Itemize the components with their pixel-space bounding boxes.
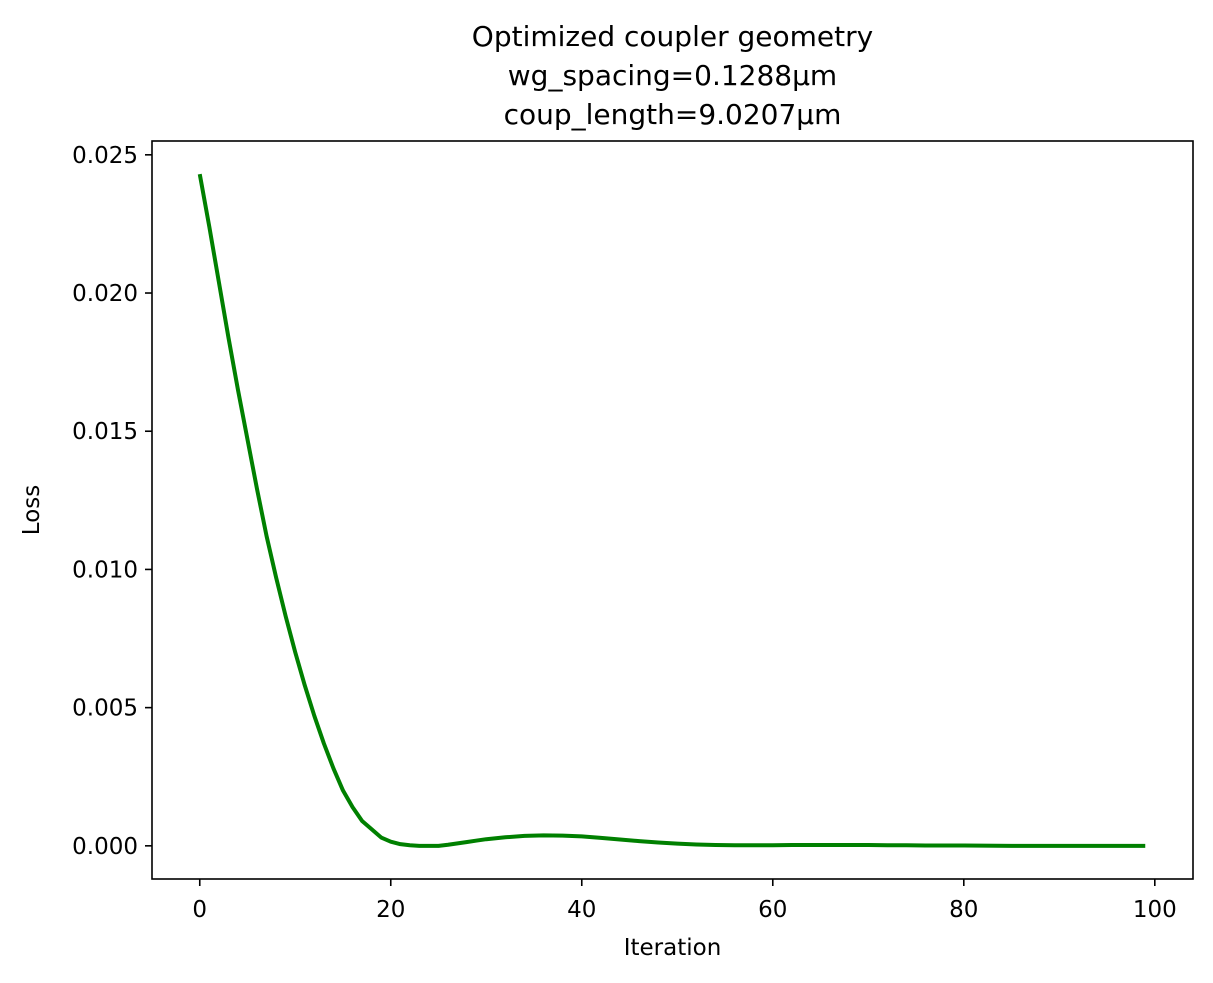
- y-tick-label: 0.005: [72, 696, 138, 722]
- axes-frame: [151, 140, 1194, 880]
- y-axis: 0.000 0.005 0.010 0.015 0.020 0.025: [72, 143, 152, 860]
- x-tick-label: 40: [567, 897, 596, 923]
- plot-area: [152, 141, 1193, 879]
- loss-series-line-0: [197, 173, 1146, 848]
- x-tick-label: 0: [192, 897, 207, 923]
- x-tick-label: 20: [376, 897, 405, 923]
- x-axis-label: Iteration: [624, 935, 722, 961]
- title-line-1: Optimized coupler geometry: [472, 20, 873, 53]
- y-tick-label: 0.000: [72, 834, 138, 860]
- title-line-2: wg_spacing=0.1288μm: [508, 59, 837, 92]
- title-line-3: coup_length=9.0207μm: [504, 98, 842, 131]
- x-axis: 0 20 40 60 80 100: [192, 879, 1177, 923]
- y-tick-label: 0.015: [72, 419, 138, 445]
- y-tick-label: 0.010: [72, 557, 138, 583]
- y-axis-label: Loss: [19, 485, 45, 535]
- y-tick-label: 0.025: [72, 143, 138, 169]
- series-layer: [197, 173, 1146, 848]
- chart-title: Optimized coupler geometry wg_spacing=0.…: [472, 20, 873, 131]
- y-tick-label: 0.020: [72, 281, 138, 307]
- x-tick-label: 80: [949, 897, 978, 923]
- x-tick-label: 100: [1133, 897, 1177, 923]
- x-tick-label: 60: [758, 897, 787, 923]
